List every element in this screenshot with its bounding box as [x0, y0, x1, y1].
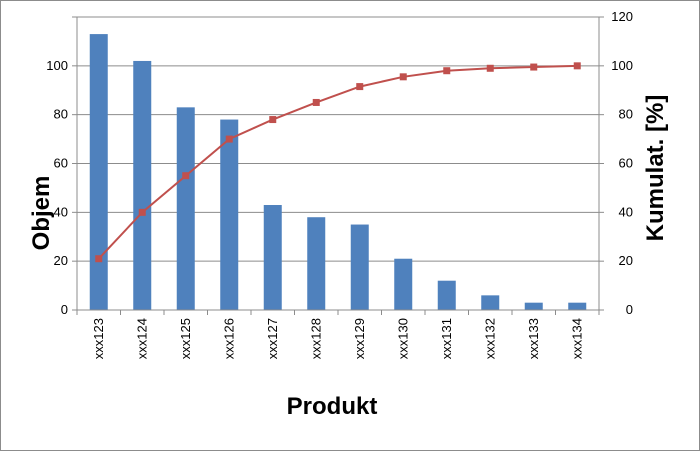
- bar: [481, 295, 500, 310]
- y-tick-label: 40: [54, 204, 68, 219]
- line-marker: [182, 172, 190, 180]
- x-tick-label: xxx127: [265, 318, 280, 359]
- x-tick-label: xxx123: [91, 318, 106, 359]
- bar: [568, 302, 587, 310]
- y2-tick-label: 100: [611, 58, 633, 73]
- line-marker: [356, 83, 364, 91]
- x-tick-label: xxx129: [352, 318, 367, 359]
- gridlines: [77, 16, 599, 262]
- x-tick-label: xxx134: [569, 318, 584, 359]
- line-marker: [225, 135, 233, 143]
- bar: [89, 34, 108, 310]
- axes: [72, 16, 604, 315]
- x-tick-label: xxx124: [134, 318, 149, 359]
- bar: [220, 119, 239, 310]
- line-marker: [138, 208, 146, 216]
- bar: [176, 107, 195, 310]
- x-tick-labels: xxx123 xxx124 xxx125 xxx126 xxx127 xxx128 xxx1…: [91, 318, 585, 359]
- cumulative-line-series: [95, 62, 581, 263]
- x-tick-label: xxx130: [395, 318, 410, 359]
- y2-tick-label: 20: [619, 253, 633, 268]
- bar: [394, 258, 413, 310]
- y-tick-labels: 0 20 40 60 80 100: [46, 58, 68, 317]
- line-marker: [95, 255, 103, 263]
- bar: [263, 205, 282, 310]
- line-marker: [530, 63, 538, 71]
- bar: [524, 302, 543, 310]
- y-tick-label: 80: [54, 107, 68, 122]
- bar-series: [89, 34, 587, 311]
- x-tick-label: xxx131: [439, 318, 454, 359]
- y-tick-label: 100: [46, 58, 68, 73]
- line-marker: [443, 67, 451, 75]
- x-tick-label: xxx133: [526, 318, 541, 359]
- line-marker: [573, 62, 581, 70]
- bar: [133, 60, 152, 311]
- bar: [437, 280, 456, 310]
- line-marker: [486, 64, 494, 72]
- x-tick-label: xxx128: [308, 318, 323, 359]
- line-marker: [399, 73, 407, 81]
- y-axis-title: Objem: [28, 176, 55, 251]
- y-tick-label: 60: [54, 156, 68, 171]
- cumulative-line: [98, 64, 578, 260]
- bar: [350, 224, 369, 310]
- y2-axis-title: Kumulat. [%]: [642, 95, 669, 242]
- x-tick-label: xxx125: [178, 318, 193, 359]
- x-axis-title: Produkt: [287, 393, 378, 420]
- y2-tick-label: 40: [619, 204, 633, 219]
- line-marker: [312, 98, 320, 106]
- y2-tick-label: 120: [611, 9, 633, 24]
- line-marker: [269, 116, 277, 124]
- y2-tick-label: 60: [619, 156, 633, 171]
- y2-tick-label: 80: [619, 107, 633, 122]
- y-tick-label: 0: [61, 302, 68, 317]
- y-tick-label: 20: [54, 253, 68, 268]
- y2-tick-label: 0: [626, 302, 633, 317]
- bar: [307, 217, 326, 310]
- y2-tick-labels: 0 20 40 60 80 100 120: [611, 9, 633, 317]
- x-tick-label: xxx132: [482, 318, 497, 359]
- x-tick-label: xxx126: [221, 318, 236, 359]
